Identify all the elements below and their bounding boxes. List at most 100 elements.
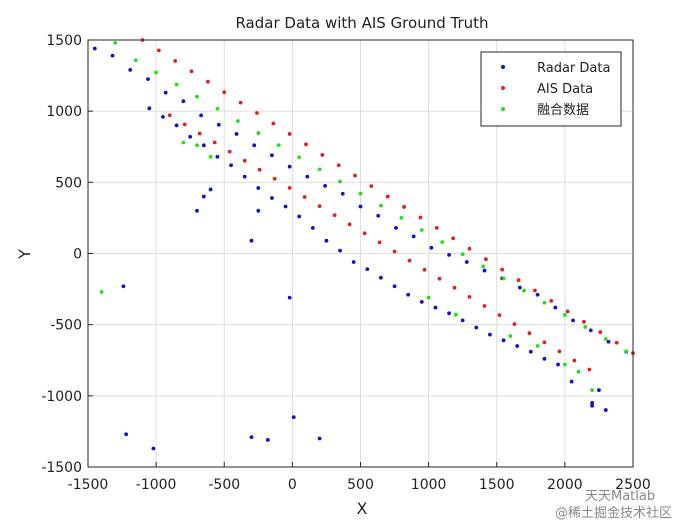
point (437, 276, 442, 281)
point (407, 258, 412, 263)
point (317, 204, 322, 209)
point (483, 257, 488, 262)
point (562, 362, 567, 367)
point (533, 288, 537, 293)
point (402, 205, 406, 209)
point (429, 245, 434, 250)
point (336, 163, 341, 168)
point (340, 191, 345, 196)
y-tick-label: 0 (73, 247, 82, 263)
point (376, 213, 381, 218)
y-tick-label: 1500 (46, 33, 82, 49)
point (163, 90, 168, 95)
point (256, 208, 261, 213)
point (249, 238, 254, 243)
point (385, 194, 390, 199)
point (394, 225, 398, 230)
point (522, 288, 526, 293)
x-tick-label: 500 (347, 477, 374, 493)
point (317, 436, 322, 441)
point (256, 131, 261, 135)
point (156, 48, 161, 53)
point (265, 438, 270, 442)
point (535, 292, 540, 297)
point (305, 174, 310, 179)
legend-label: AIS Data (537, 82, 593, 97)
point (527, 331, 532, 336)
point (222, 90, 227, 95)
point (256, 186, 261, 190)
point (297, 214, 302, 219)
point (147, 106, 152, 111)
point (392, 249, 397, 254)
point (482, 304, 487, 308)
point (173, 59, 178, 63)
point (215, 154, 220, 159)
point (174, 82, 179, 87)
y-tick-label: -1000 (41, 389, 82, 405)
point (516, 278, 521, 283)
point (310, 225, 315, 230)
point (201, 194, 206, 199)
point (291, 415, 296, 420)
point (464, 260, 469, 264)
point (542, 340, 547, 345)
point (272, 176, 277, 181)
legend-marker (501, 65, 505, 69)
point (195, 143, 199, 148)
point (422, 267, 427, 272)
point (501, 276, 506, 281)
point (252, 143, 257, 148)
point (189, 69, 194, 74)
x-tick-label: 0 (288, 477, 297, 493)
point (304, 142, 308, 147)
point (353, 173, 357, 178)
point (338, 248, 342, 253)
point (362, 231, 367, 236)
point (323, 183, 327, 188)
point (411, 234, 416, 239)
point (206, 79, 210, 84)
point (590, 388, 595, 393)
point (208, 187, 213, 192)
point (447, 311, 451, 316)
point (447, 253, 451, 257)
point (535, 344, 540, 348)
point (167, 113, 172, 118)
point (557, 349, 562, 354)
point (369, 184, 374, 189)
point (481, 264, 486, 269)
point (614, 340, 619, 345)
point (508, 334, 513, 338)
y-tick-label: -1500 (41, 460, 82, 476)
point (195, 94, 199, 99)
point (229, 163, 233, 168)
axes-box (87, 39, 634, 468)
point (110, 53, 115, 58)
point (549, 298, 554, 303)
point (358, 204, 363, 209)
point (434, 225, 439, 230)
legend-marker (501, 86, 505, 90)
point (242, 158, 247, 163)
point (347, 222, 352, 227)
point (488, 332, 492, 337)
point (181, 140, 186, 145)
point (161, 114, 165, 119)
point (227, 149, 232, 154)
point (379, 203, 383, 208)
point (460, 252, 465, 257)
point (283, 204, 288, 209)
point (588, 328, 593, 333)
point (598, 330, 603, 335)
point (271, 121, 276, 126)
point (124, 432, 129, 437)
point (569, 379, 574, 384)
point (624, 349, 629, 354)
x-tick-label: 2500 (615, 477, 651, 493)
point (565, 309, 570, 314)
point (556, 362, 560, 367)
point (197, 131, 202, 136)
point (562, 312, 567, 317)
